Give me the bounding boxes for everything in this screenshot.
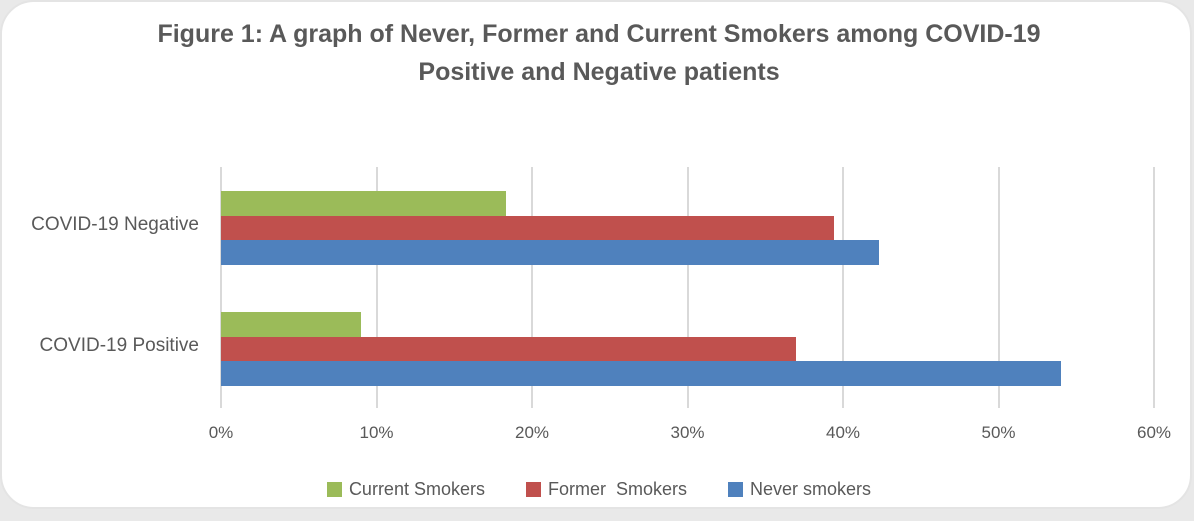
x-axis-tick-label: 40% <box>825 423 861 442</box>
axis-tick-30 <box>686 389 689 408</box>
axis-tick-60 <box>1153 389 1155 408</box>
chart-title-line2: Positive and Negative patients <box>418 58 780 86</box>
legend-item-former-smokers: Former Smokers <box>525 479 688 500</box>
x-axis-tick-label: 50% <box>981 423 1016 442</box>
gridline-50 <box>997 167 1000 389</box>
legend: Current Smokers Former Smokers Never smoke… <box>2 479 1194 500</box>
legend-swatch-current-smokers <box>326 482 342 497</box>
x-axis-tick-label: 60% <box>1136 423 1172 442</box>
axis-tick-50 <box>997 389 1000 408</box>
gridline-40 <box>842 167 844 389</box>
category-label-covid-19-negative: COVID-19 Negative <box>31 214 199 235</box>
bar-covid-19-positive-current-smokers <box>221 312 361 337</box>
x-axis-tick-label: 0% <box>208 423 234 442</box>
gridline-10 <box>375 167 378 389</box>
x-axis-tick-label: 20% <box>514 423 550 442</box>
gridline-30 <box>686 167 689 389</box>
chart-title-line1: Figure 1: A graph of Never, Former and C… <box>157 20 1041 48</box>
legend-swatch-never-smokers <box>728 482 744 497</box>
gridline-60 <box>1153 167 1155 389</box>
x-axis-tick-label: 10% <box>359 423 394 442</box>
axis-tick-10 <box>375 389 378 408</box>
gridline-20 <box>531 167 533 389</box>
bar-covid-19-negative-never-smokers <box>221 240 879 266</box>
chart-title: Figure 1: A graph of Never, Former and C… <box>2 15 1194 91</box>
legend-label: Current Smokers <box>348 479 485 499</box>
legend-item-current-smokers: Current Smokers <box>326 479 485 500</box>
gridline-0 <box>220 167 222 389</box>
bar-covid-19-negative-current-smokers <box>221 191 506 216</box>
axis-tick-20 <box>531 389 533 408</box>
axis-tick-0 <box>220 389 222 408</box>
legend-label: Never smokers <box>750 479 872 499</box>
legend-item-never-smokers: Never smokers <box>728 479 871 500</box>
bar-covid-19-positive-never-smokers <box>221 361 1061 387</box>
bar-covid-19-positive-former-smokers <box>221 336 797 362</box>
chart: Figure 1: A graph of Never, Former and C… <box>2 2 1194 511</box>
legend-swatch-former-smokers <box>525 482 541 497</box>
legend-label: Former Smokers <box>547 479 688 499</box>
figure-card: Figure 1: A graph of Never, Former and C… <box>0 0 1192 509</box>
x-axis-tick-label: 30% <box>670 423 705 442</box>
category-label-covid-19-positive: COVID-19 Positive <box>39 335 199 356</box>
axis-tick-40 <box>842 389 844 408</box>
bar-covid-19-negative-former-smokers <box>221 215 834 241</box>
